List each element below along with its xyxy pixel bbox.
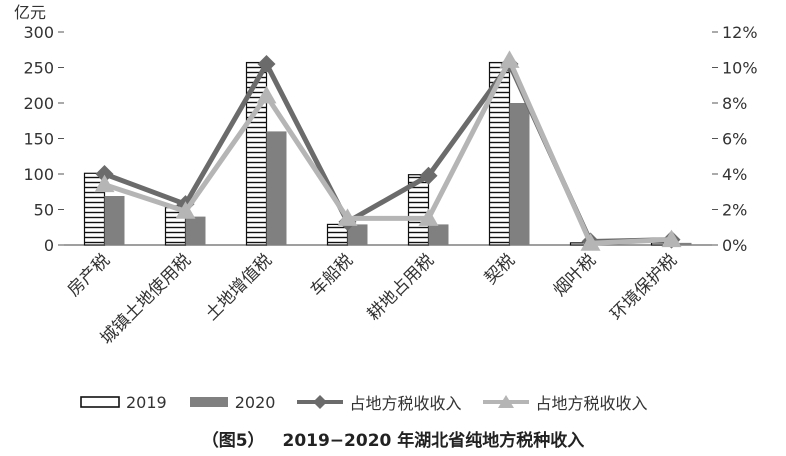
y-left-tick-label: 0 [44,236,54,255]
y-right-tick-label: 8% [722,94,747,113]
marker-triangle-土地增值税 [256,85,277,104]
marker-triangle-环境保护税 [661,229,682,248]
legend-label: 2019 [126,392,167,412]
legend-item: 2020 [189,392,276,412]
marker-diamond-房产税 [95,165,114,183]
bar-2020-车船税 [347,224,368,245]
marker-diamond-耕地占用税 [419,166,438,185]
y-left-unit: 亿元 [14,3,46,22]
y-right-tick-label: 12% [722,23,758,42]
y-right-tick-label: 2% [722,201,747,220]
chart: 亿元0501001502002503000%2%4%6%8%10%12%房产税城… [14,3,758,349]
legend-swatch [80,396,120,408]
y-right-tick-label: 10% [722,59,758,78]
x-tick-label: 环境保护税 [607,250,681,324]
marker-triangle-房产税 [94,174,115,193]
y-left-tick-label: 150 [23,130,54,149]
marker-diamond-土地增值税 [257,54,276,73]
y-left-tick-label: 250 [23,59,54,78]
figure-label: （图5） [201,431,265,451]
bar-2020-契税 [509,103,530,245]
y-left-tick-label: 200 [23,94,54,113]
legend-item: 占地方税收收入 [483,390,647,414]
marker-triangle-城镇土地使用税 [175,201,196,219]
y-left-tick-label: 100 [23,165,54,184]
x-tick-label: 烟叶税 [550,250,600,300]
x-tick-label: 契税 [481,250,519,288]
y-left-tick-label: 50 [34,201,54,220]
x-tick-label: 土地增值税 [202,250,276,324]
y-left-tick-label: 300 [23,23,54,42]
y-right-tick-label: 0% [722,236,747,255]
bar-2020-土地增值税 [266,131,287,245]
chart-caption: （图5） 2019−2020 年湖北省纯地方税种收入 [0,426,786,451]
legend-label: 占地方税收收入 [349,394,462,413]
x-tick-label: 房产税 [64,250,114,300]
bar-2020-环境保护税 [671,242,692,245]
figure-title: 2019−2020 年湖北省纯地方税种收入 [282,431,585,451]
legend-item: 2019 [80,393,167,412]
legend-label: 2020 [234,392,276,412]
legend-item: 占地方税收收入 [297,390,461,414]
marker-triangle-车船税 [337,208,358,226]
legend-label: 占地方税收收入 [535,394,648,413]
line-series-2 [103,57,672,246]
legend-swatch [297,395,344,409]
legend-swatch [483,395,530,408]
marker-triangle-耕地占用税 [418,208,439,226]
legend-swatch [189,397,228,407]
y-right-tick-label: 6% [722,130,747,149]
bar-2020-房产税 [104,196,125,245]
x-tick-label: 车船税 [307,250,357,300]
bar-2020-耕地占用税 [428,224,449,245]
marker-triangle-契税 [499,50,520,68]
y-right-tick-label: 4% [722,165,747,184]
x-tick-label: 耕地占用税 [364,250,438,324]
bar-2020-城镇土地使用税 [185,216,206,245]
legend: 2019 2020 占地方税收收入 占地方税收收入 [80,390,720,414]
marker-triangle-烟叶税 [580,233,601,251]
